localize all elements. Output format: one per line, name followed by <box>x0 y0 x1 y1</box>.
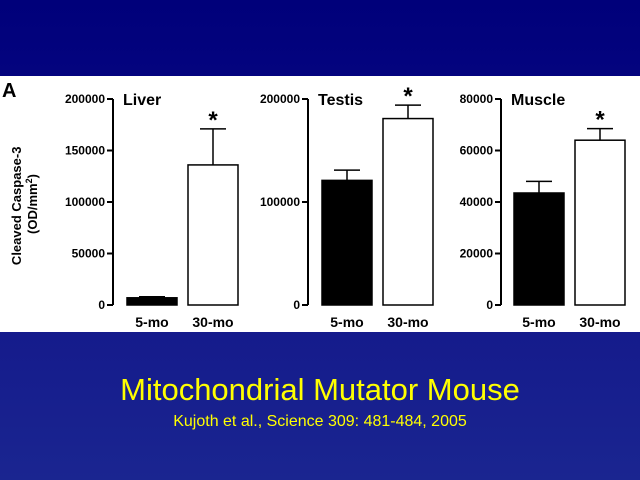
testis-category-label: 30-mo <box>387 314 428 330</box>
muscle-significance-marker: * <box>595 107 605 134</box>
bar-chart-figure: A Cleaved Caspase-3 (OD/mm2) 0 50000 10000… <box>2 80 626 330</box>
muscle-category-label: 5-mo <box>522 314 555 330</box>
y-axis-label: Cleaved Caspase-3 (OD/mm2) <box>9 143 40 265</box>
liver-bar <box>187 164 239 306</box>
testis-y-tick-label: 200000 <box>260 92 300 106</box>
testis-category-label: 5-mo <box>330 314 363 330</box>
muscle-y-tick-label: 60000 <box>460 144 494 158</box>
y-axis-label-line1: Cleaved Caspase-3 <box>9 147 24 266</box>
y-axis-label-superscript: 2 <box>24 178 34 183</box>
liver-y-tick-label: 200000 <box>65 92 105 106</box>
testis-bar <box>382 117 434 306</box>
liver-panel-title: Liver <box>123 92 161 109</box>
liver-bar <box>126 297 178 306</box>
y-axis-label-line2-suffix: ) <box>25 174 40 178</box>
liver-category-label: 5-mo <box>135 314 168 330</box>
liver-y-tick-label: 50000 <box>72 247 106 261</box>
muscle-y-tick-label: 0 <box>486 298 493 312</box>
slide-title: Mitochondrial Mutator Mouse <box>120 372 520 407</box>
muscle-y-tick-label: 80000 <box>460 92 494 106</box>
liver-category-label: 30-mo <box>192 314 233 330</box>
liver-significance-marker: * <box>208 107 218 134</box>
figure-panel: A Cleaved Caspase-3 (OD/mm2) 0 50000 10000… <box>0 76 640 332</box>
testis-panel-title: Testis <box>318 92 363 109</box>
testis-y-tick-label: 100000 <box>260 195 300 209</box>
muscle-category-label: 30-mo <box>579 314 620 330</box>
muscle-bar <box>513 192 565 306</box>
muscle-panel-title: Muscle <box>511 92 565 109</box>
muscle-y-tick-label: 20000 <box>460 247 494 261</box>
muscle-bar <box>574 139 626 306</box>
testis-bar <box>321 179 373 306</box>
panel-label: A <box>2 80 16 102</box>
liver-y-tick-label: 100000 <box>65 195 105 209</box>
liver-y-tick-label: 0 <box>98 298 105 312</box>
liver-y-tick-label: 150000 <box>65 144 105 158</box>
slide-citation: Kujoth et al., Science 309: 481-484, 200… <box>173 413 467 430</box>
testis-y-tick-label: 0 <box>293 298 300 312</box>
testis-significance-marker: * <box>403 83 413 110</box>
y-axis-label-line2-prefix: (OD/mm <box>25 183 40 234</box>
muscle-y-tick-label: 40000 <box>460 195 494 209</box>
